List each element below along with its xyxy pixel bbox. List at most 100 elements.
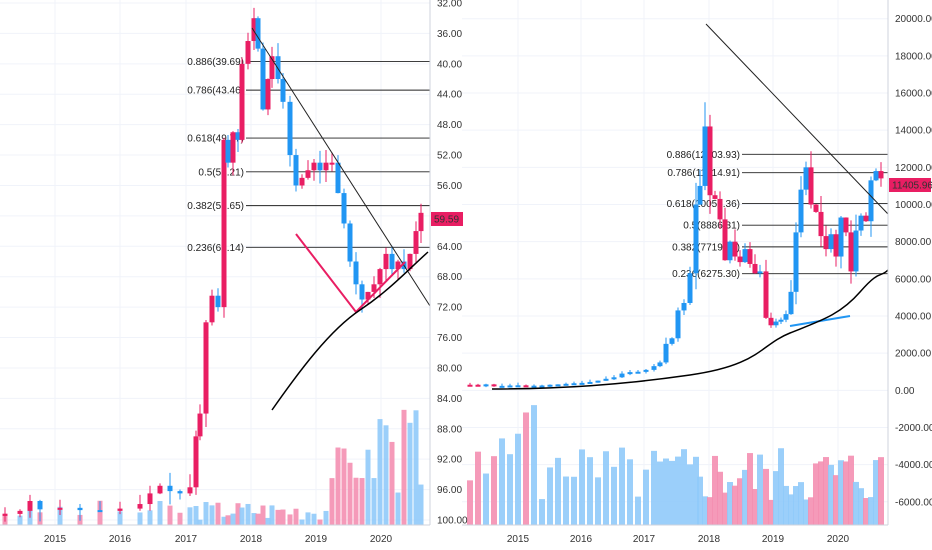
candle-body: [681, 302, 687, 311]
x-tick-label: 2020: [370, 534, 393, 545]
volume-bar: [389, 441, 395, 525]
volume-bar: [611, 466, 617, 525]
candle-body: [329, 162, 335, 165]
y-tick-label: 36.00: [437, 29, 462, 40]
fib-level-label: 0.236(64.14): [187, 243, 244, 254]
volume-bar: [311, 513, 317, 525]
volume-bar: [260, 505, 266, 525]
volume-bar: [693, 456, 699, 525]
volume-bar: [197, 519, 203, 525]
candle-body: [287, 101, 293, 156]
candle-body: [137, 504, 143, 509]
volume-bar: [418, 484, 424, 525]
candle-body: [260, 48, 266, 110]
candle-body: [603, 378, 609, 381]
volume-bar: [635, 496, 641, 525]
x-tick-label: 2015: [507, 534, 530, 545]
volume-bar: [293, 508, 299, 525]
fib-level-label: 0.786(43.46): [187, 86, 244, 97]
candle-body: [57, 507, 63, 510]
candle-body: [619, 373, 625, 378]
volume-bar: [848, 455, 854, 525]
candle-body: [269, 56, 275, 80]
moving-average-line: [491, 269, 889, 390]
candle-body: [395, 261, 401, 270]
volume-bar: [651, 450, 657, 525]
volume-bar: [838, 460, 844, 525]
volume-bar: [117, 511, 123, 525]
candle-body: [305, 170, 311, 178]
volume-bar: [697, 476, 703, 525]
candle-body: [732, 241, 738, 257]
candle-body: [669, 338, 675, 344]
y-tick-label: 68.00: [437, 272, 462, 283]
volume-bar: [359, 478, 365, 525]
trend-line: [251, 27, 431, 307]
x-tick-label: 2018: [698, 534, 721, 545]
x-tick-label: 2020: [827, 534, 850, 545]
candle-body: [245, 41, 251, 64]
volume-bar: [742, 469, 748, 525]
last-price-box: [889, 178, 931, 192]
y-tick-label: 88.00: [437, 424, 462, 435]
volume-bar: [353, 477, 359, 525]
y-tick-label: 12000.00: [895, 163, 932, 174]
candle-body: [627, 372, 633, 375]
volume-bar: [853, 481, 859, 525]
volume-bar: [187, 507, 193, 525]
y-tick-label: 92.00: [437, 455, 462, 466]
candle-body: [783, 314, 789, 320]
fib-level-label: 0.5(54.21): [198, 167, 244, 178]
candle-body: [280, 79, 286, 102]
candle-body: [483, 384, 489, 387]
y-tick-label: 40.00: [437, 59, 462, 70]
volume-bar: [702, 496, 708, 525]
y-tick-label: 64.00: [437, 242, 462, 253]
volume-bar: [752, 489, 758, 525]
candle-body: [773, 321, 779, 326]
candle-body: [255, 18, 261, 49]
candle-body: [27, 500, 33, 511]
volume-bar: [717, 471, 723, 525]
volume-bar: [732, 485, 738, 525]
candle-body: [873, 171, 879, 181]
volume-bar: [335, 447, 341, 525]
candle-body: [687, 273, 693, 303]
x-tick-label: 2016: [109, 534, 132, 545]
volume-bar: [251, 513, 257, 525]
y-tick-label: 100.00: [437, 516, 468, 527]
volume-bar: [878, 457, 884, 525]
volume-bar: [177, 512, 183, 525]
candle-body: [209, 295, 215, 323]
volume-bar: [209, 505, 215, 525]
volume-bar: [778, 448, 784, 525]
candle-body: [77, 507, 83, 511]
volume-bar: [523, 412, 529, 525]
candle-body: [675, 310, 681, 339]
candle-body: [371, 284, 377, 292]
candle-body: [17, 510, 23, 514]
candle-body: [265, 79, 271, 110]
y-tick-label: 72.00: [437, 303, 462, 314]
volume-bar: [813, 463, 819, 525]
volume-bar: [347, 462, 353, 525]
volume-bar: [341, 448, 347, 525]
candle-body: [251, 18, 257, 42]
candle-body: [187, 487, 193, 494]
volume-bar: [17, 515, 23, 525]
y-tick-label: 48.00: [437, 120, 462, 131]
volume-bar: [377, 419, 383, 525]
candle-body: [347, 223, 353, 262]
y-tick-label: 56.00: [437, 181, 462, 192]
candle-body: [788, 291, 794, 315]
volume-bar: [395, 492, 401, 525]
candle-body: [177, 491, 183, 494]
candle-body: [793, 232, 799, 292]
candle-body: [611, 377, 617, 380]
volume-bar: [818, 461, 824, 525]
y-tick-label: 10000.00: [895, 200, 932, 211]
volume-bar: [757, 454, 763, 525]
y-tick-label: 0.00: [895, 386, 915, 397]
candle-body: [365, 291, 371, 300]
candle-body: [491, 384, 497, 387]
